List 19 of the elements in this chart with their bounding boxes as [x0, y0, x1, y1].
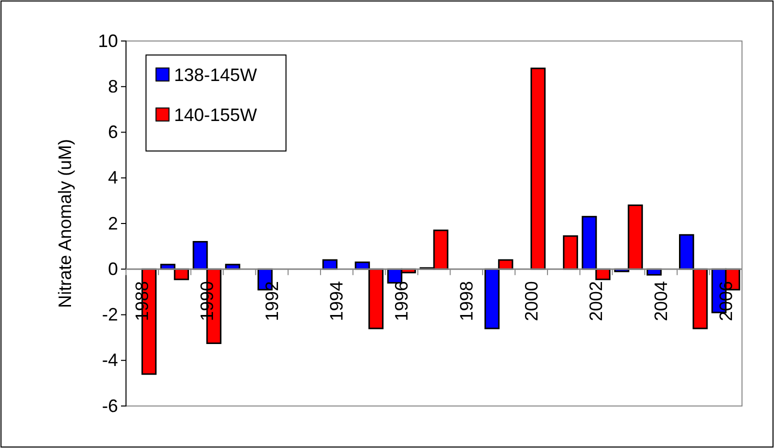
y-tick-label: 8	[108, 76, 118, 96]
x-tick-label: 2000	[521, 281, 542, 322]
y-tick-label: 4	[108, 168, 118, 188]
x-tick-label: 1994	[326, 281, 347, 322]
x-tick-label: 2002	[586, 281, 606, 322]
x-tick-label: 1992	[262, 281, 282, 322]
legend-label: 140-155W	[174, 105, 258, 125]
y-tick-label: -4	[102, 350, 118, 370]
y-tick-label: 10	[98, 30, 118, 51]
legend-label: 138-145W	[174, 65, 258, 85]
y-tick-label: -2	[102, 304, 118, 325]
y-axis-title: Nitrate Anomaly (uM)	[55, 138, 75, 308]
x-tick-label: 1996	[392, 281, 412, 322]
y-tick-label: 0	[108, 258, 118, 279]
y-tick-label: 6	[108, 122, 118, 142]
x-tick-label: 2004	[650, 281, 671, 322]
y-tick-label: 2	[108, 213, 118, 234]
y-tick-label: -6	[102, 396, 118, 416]
x-tick-label: 1998	[456, 281, 476, 322]
